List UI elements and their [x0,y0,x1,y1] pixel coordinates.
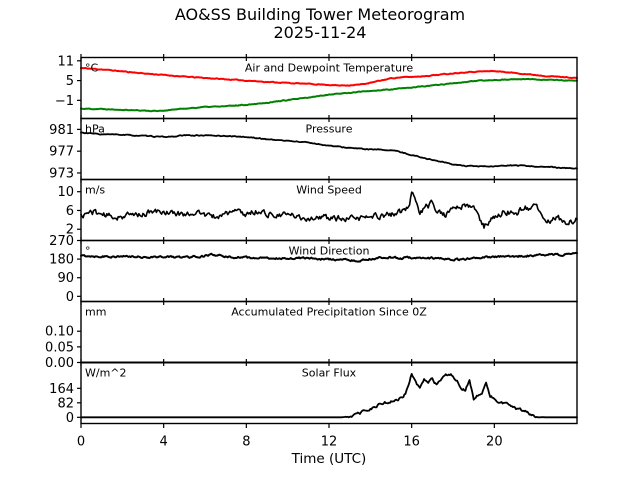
y-tick-label: 0 [66,290,74,305]
x-tick-label: 20 [486,435,503,450]
panel-wind-direction: 270 180 90 0 ° Wind Direction [49,234,578,305]
panel-air-temperature: 11 5 −1 °C Air and Dewpoint Temperature [55,54,578,120]
y-tick-label: 11 [57,54,74,69]
y-tick-label: 10 [57,185,74,200]
y-tick-label: 2 [66,223,74,238]
y-tick-label: 981 [49,123,74,138]
panel-unit-label: mm [85,306,106,319]
y-tick-label: 0 [66,411,74,426]
series-air-temperature [80,67,578,87]
panel-accumulated-precipitation: 0.100.050.00 mm Accumulated Precipitation … [45,300,578,371]
y-tick-label: 270 [49,234,74,249]
panel-pressure: 981 977 973 hPa Pressure [49,117,578,181]
y-tick-label: 6 [66,204,74,219]
x-tick-label: 8 [242,435,250,450]
y-tick-label: −1 [55,94,74,109]
panel-unit-label: m/s [85,184,105,197]
series-pressure [80,131,578,170]
panel-wind-speed: 10 6 2 m/s Wind Speed [57,178,578,242]
x-tick-label: 12 [321,435,338,450]
panel-unit-label: ° [85,245,91,258]
series-wind-speed [80,191,578,229]
y-tick-label: 5 [66,74,74,89]
y-tick-label: 0.00 [45,356,74,371]
y-tick-label: 977 [49,145,74,160]
panel-unit-label: hPa [85,123,105,136]
y-tick-label: 90 [57,271,74,286]
panel-title: Solar Flux [302,367,357,380]
panel-title: Wind Speed [296,184,362,197]
panel-unit-label: W/m^2 [85,367,127,380]
x-tick-label: 16 [403,435,420,450]
y-tick-label: 180 [49,253,74,268]
x-tick-label: 0 [77,435,85,450]
y-tick-label: 0.05 [45,340,74,355]
panel-unit-label: °C [85,62,99,75]
figure-title-block: AO&SS Building Tower Meteorogram 2025-11… [0,6,640,42]
figure-title: AO&SS Building Tower Meteorogram [174,5,466,24]
y-tick-label: 973 [49,166,74,181]
x-tick-label: 4 [160,435,168,450]
series-dewpoint-temperature [80,77,578,113]
x-axis-label: Time (UTC) [291,451,367,467]
panel-title: Air and Dewpoint Temperature [245,62,413,75]
panel-title: Wind Direction [289,245,370,258]
y-tick-label: 164 [49,382,74,397]
series-wind-direction [80,251,578,263]
y-tick-label: 0.10 [45,325,74,340]
panel-title: Pressure [306,123,353,136]
y-tick-label: 82 [57,396,74,411]
figure-date: 2025-11-24 [273,23,367,42]
series-solar-flux [80,373,578,419]
panel-title: Accumulated Precipitation Since 0Z [231,306,427,319]
